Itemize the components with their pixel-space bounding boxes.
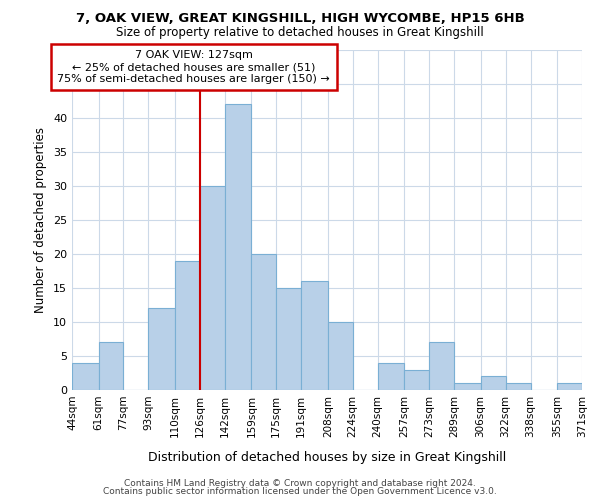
Bar [454,383,481,390]
Bar [557,383,582,390]
Y-axis label: Number of detached properties: Number of detached properties [34,127,47,313]
Text: 7, OAK VIEW, GREAT KINGSHILL, HIGH WYCOMBE, HP15 6HB: 7, OAK VIEW, GREAT KINGSHILL, HIGH WYCOM… [76,12,524,26]
Bar [429,342,454,390]
Bar [225,104,251,390]
Bar [251,254,277,390]
Text: Contains HM Land Registry data © Crown copyright and database right 2024.: Contains HM Land Registry data © Crown c… [124,478,476,488]
Bar [582,383,600,390]
Bar [72,363,98,390]
Bar [98,342,124,390]
X-axis label: Distribution of detached houses by size in Great Kingshill: Distribution of detached houses by size … [148,451,506,464]
Text: Size of property relative to detached houses in Great Kingshill: Size of property relative to detached ho… [116,26,484,39]
Bar [175,261,200,390]
Text: 7 OAK VIEW: 127sqm
← 25% of detached houses are smaller (51)
75% of semi-detache: 7 OAK VIEW: 127sqm ← 25% of detached hou… [57,50,330,84]
Bar [328,322,353,390]
Bar [148,308,175,390]
Bar [404,370,429,390]
Bar [200,186,225,390]
Bar [377,363,404,390]
Bar [506,383,530,390]
Text: Contains public sector information licensed under the Open Government Licence v3: Contains public sector information licen… [103,487,497,496]
Bar [301,281,328,390]
Bar [481,376,506,390]
Bar [277,288,301,390]
